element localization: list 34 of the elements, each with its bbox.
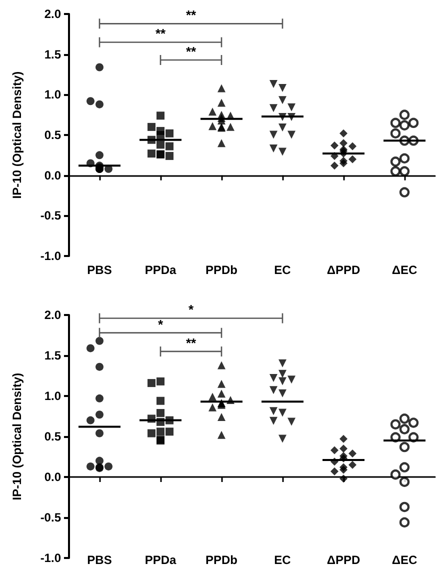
annotation: ** bbox=[186, 44, 197, 59]
y-tick-label: 2.0 bbox=[44, 308, 62, 322]
x-tick-label: PPDb bbox=[205, 263, 238, 277]
y-tick-label: 1.5 bbox=[44, 47, 62, 62]
x-tick-label: PPDa bbox=[144, 553, 176, 567]
x-tick-label: PPDb bbox=[205, 553, 238, 567]
x-tick-label: PPDa bbox=[144, 263, 176, 277]
y-tick-label: 1.5 bbox=[44, 348, 62, 362]
y-tick-label: 2.0 bbox=[44, 7, 62, 21]
y-tick-label: -1.0 bbox=[40, 249, 62, 263]
annotation: ** bbox=[186, 8, 197, 23]
y-tick-label: 1.0 bbox=[44, 389, 62, 403]
y-tick-label: -1.0 bbox=[40, 551, 62, 565]
x-tick-label: ΔEC bbox=[392, 553, 418, 567]
annotation: ** bbox=[155, 26, 166, 42]
x-tick-label: PBS bbox=[87, 553, 112, 567]
y-tick-label: 1.0 bbox=[44, 88, 62, 102]
x-tick-label: EC bbox=[274, 553, 292, 567]
y-tick-label: -0.5 bbox=[40, 510, 62, 524]
x-tick-label: ΔEC bbox=[392, 263, 418, 277]
y-tick-label: 0.0 bbox=[44, 168, 62, 182]
annotation: * bbox=[158, 316, 164, 332]
x-tick-label: ΔPPD bbox=[326, 263, 360, 277]
y-axis-title: IP-10 (Optical Density) bbox=[10, 372, 24, 500]
y-tick-label: 0.5 bbox=[44, 430, 62, 444]
y-axis-title: IP-10 (Optical Density) bbox=[10, 71, 24, 199]
x-tick-label: ΔPPD bbox=[326, 553, 360, 567]
annotation: ** bbox=[186, 335, 197, 350]
y-tick-label: 0.5 bbox=[44, 128, 62, 142]
y-tick-label: -0.5 bbox=[40, 208, 62, 223]
annotation: * bbox=[188, 302, 194, 318]
x-tick-label: EC bbox=[274, 263, 292, 277]
x-tick-label: PBS bbox=[87, 263, 112, 277]
y-tick-label: 0.0 bbox=[44, 470, 62, 484]
